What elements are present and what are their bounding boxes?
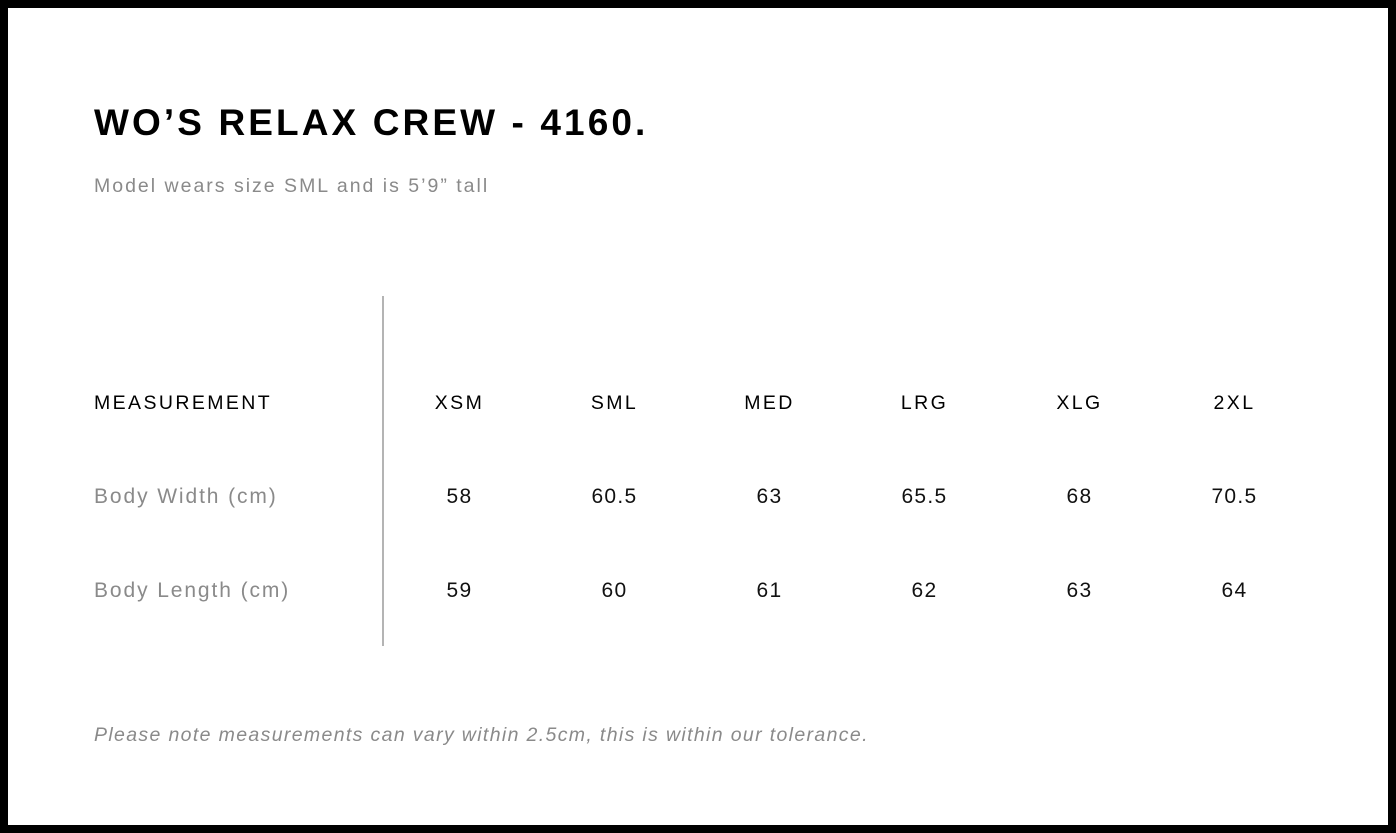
- table-body: Body Width (cm) 58 60.5 63 65.5 68 70.5 …: [94, 450, 1312, 638]
- size-chart-inner: WO’S RELAX CREW - 4160. Model wears size…: [8, 8, 1388, 825]
- column-header-sml: SML: [590, 391, 639, 414]
- column-divider: [382, 296, 384, 646]
- heading-block: WO’S RELAX CREW - 4160. Model wears size…: [94, 104, 648, 197]
- column-header-xsm: XSM: [434, 391, 485, 414]
- cell-body-length-lrg: 62: [911, 579, 938, 602]
- cell-body-length-xlg: 63: [1066, 579, 1093, 602]
- column-header-lrg: LRG: [900, 391, 949, 414]
- table-header-row: MEASUREMENT XSM SML MED LRG XLG 2XL: [94, 356, 1312, 450]
- column-header-2xl: 2XL: [1213, 391, 1256, 414]
- column-header-med: MED: [744, 391, 795, 414]
- row-label-body-length: Body Length (cm): [94, 579, 291, 602]
- cell-body-width-2xl: 70.5: [1211, 485, 1258, 508]
- table-header: MEASUREMENT XSM SML MED LRG XLG 2XL: [94, 356, 1312, 450]
- column-header-measurement: MEASUREMENT: [94, 391, 273, 414]
- cell-body-width-lrg: 65.5: [901, 485, 948, 508]
- column-header-xlg: XLG: [1056, 391, 1103, 414]
- cell-body-length-2xl: 64: [1221, 579, 1248, 602]
- size-measurement-table: MEASUREMENT XSM SML MED LRG XLG 2XL Body…: [94, 356, 1312, 638]
- page-subtitle: Model wears size SML and is 5’9” tall: [94, 175, 490, 197]
- tolerance-footnote: Please note measurements can vary within…: [94, 724, 869, 746]
- cell-body-width-sml: 60.5: [591, 485, 638, 508]
- cell-body-length-med: 61: [756, 579, 783, 602]
- cell-body-length-sml: 60: [601, 579, 628, 602]
- page-title: WO’S RELAX CREW - 4160.: [94, 102, 649, 143]
- table-row: Body Length (cm) 59 60 61 62 63 64: [94, 544, 1312, 638]
- cell-body-length-xsm: 59: [446, 579, 473, 602]
- row-label-body-width: Body Width (cm): [94, 485, 278, 508]
- cell-body-width-xsm: 58: [446, 485, 473, 508]
- table-row: Body Width (cm) 58 60.5 63 65.5 68 70.5: [94, 450, 1312, 544]
- cell-body-width-med: 63: [756, 485, 783, 508]
- cell-body-width-xlg: 68: [1066, 485, 1093, 508]
